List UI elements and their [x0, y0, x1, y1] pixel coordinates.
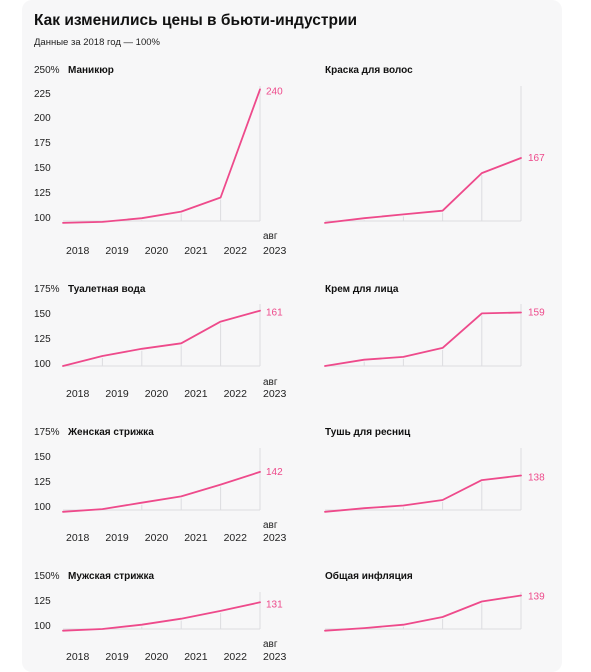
panel-title: Туалетная вода	[68, 284, 146, 295]
value-label: 131	[266, 599, 283, 610]
series-line	[324, 157, 522, 224]
y-tick-label: 125	[34, 477, 51, 488]
series-line	[62, 601, 261, 632]
value-label: 167	[528, 153, 545, 164]
value-label: 159	[528, 308, 545, 319]
y-tick-label: 175	[34, 138, 51, 149]
x-tick-label: 2022	[224, 388, 248, 400]
x-tick-label: 2020	[145, 532, 169, 544]
x-tick-label: 2019	[105, 532, 129, 544]
x-tick-label: 2020	[145, 245, 169, 257]
x-tick-label: 2021	[184, 651, 208, 663]
series-line	[324, 311, 522, 367]
value-label: 138	[528, 473, 545, 484]
x-tick-label: 2023	[263, 651, 287, 663]
x-tick-label: 2022	[224, 245, 248, 257]
x-tick-label: 2023	[263, 532, 287, 544]
value-label: 142	[266, 467, 283, 478]
y-tick-label: 100	[34, 359, 51, 370]
x-tick-label: 2022	[224, 651, 248, 663]
x-tick-label: 2018	[66, 388, 90, 400]
panel-title: Женская стрижка	[67, 427, 154, 438]
y-tick-label: 150	[34, 163, 51, 174]
y-tick-label: 175%	[34, 427, 60, 438]
x-tick-label: 2021	[184, 532, 208, 544]
x-tick-label: 2022	[224, 532, 248, 544]
series-line	[324, 474, 522, 513]
series-line	[324, 594, 522, 632]
x-tick-label: 2020	[145, 388, 169, 400]
y-tick-label: 200	[34, 113, 51, 124]
y-tick-label: 225	[34, 89, 51, 100]
x-tick-label: 2018	[66, 245, 90, 257]
x-tick-label: 2021	[184, 245, 208, 257]
x-tick-label-month: авг	[263, 639, 278, 650]
y-tick-label: 150	[34, 452, 51, 463]
panel-title: Общая инфляция	[325, 570, 413, 582]
y-tick-label: 150	[34, 309, 51, 320]
x-tick-label: 2019	[105, 651, 129, 663]
x-tick-label: 2018	[66, 532, 90, 544]
series-line	[62, 309, 261, 367]
panel-title: Крем для лица	[325, 284, 399, 295]
x-tick-label: 2023	[263, 245, 287, 257]
panel-title: Краска для волос	[325, 65, 413, 76]
y-tick-label: 100	[34, 621, 51, 632]
x-tick-label: 2019	[105, 245, 129, 257]
y-tick-label: 125	[34, 188, 51, 199]
y-tick-label: 250%	[34, 65, 60, 76]
page-subtitle: Данные за 2018 год — 100%	[34, 37, 160, 48]
y-tick-label: 150%	[34, 571, 60, 582]
series-line	[62, 88, 261, 224]
value-label: 240	[266, 86, 283, 97]
panel-title: Маникюр	[68, 65, 114, 76]
x-tick-label: 2018	[66, 651, 90, 663]
x-tick-label: 2023	[263, 388, 287, 400]
value-label: 161	[266, 308, 283, 319]
x-tick-label: 2020	[145, 651, 169, 663]
series-line	[62, 470, 261, 513]
y-tick-label: 100	[34, 502, 51, 513]
y-tick-label: 125	[34, 596, 51, 607]
page-title: Как изменились цены в бьюти-индустрии	[34, 12, 358, 29]
x-tick-label-month: авг	[263, 231, 278, 242]
value-label: 139	[528, 591, 545, 602]
x-tick-label-month: авг	[263, 377, 278, 388]
panel-title: Мужская стрижка	[68, 571, 155, 582]
panel-title: Тушь для ресниц	[325, 427, 411, 438]
y-tick-label: 175%	[34, 284, 60, 295]
x-tick-label-month: авг	[263, 520, 278, 531]
x-tick-label: 2021	[184, 388, 208, 400]
x-tick-label: 2019	[105, 388, 129, 400]
chart-card	[22, 0, 562, 672]
y-tick-label: 125	[34, 334, 51, 345]
y-tick-label: 100	[34, 213, 51, 224]
